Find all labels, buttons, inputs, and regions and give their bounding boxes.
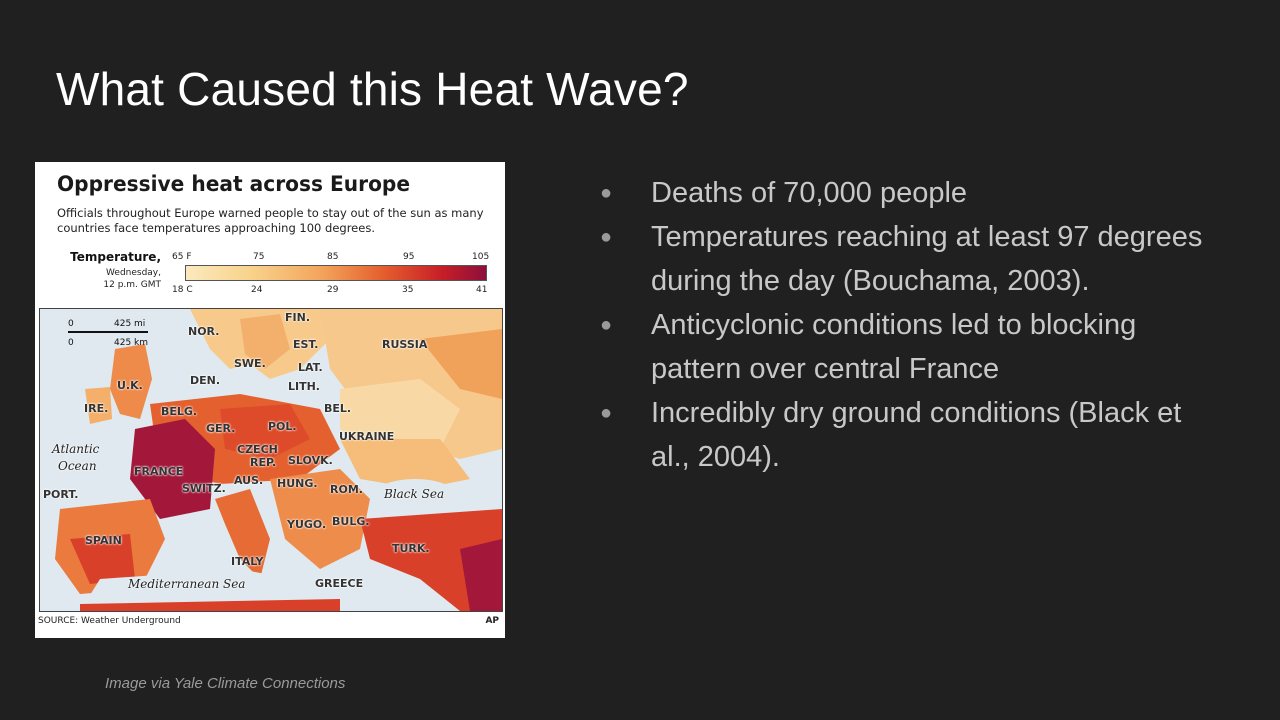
label-swe: SWE.: [234, 357, 266, 370]
label-hung: HUNG.: [277, 477, 318, 490]
temperature-color-scale: [185, 265, 487, 281]
scale-line: [68, 331, 148, 333]
label-ocean: Ocean: [58, 459, 97, 473]
label-france: FRANCE: [134, 465, 184, 478]
legend-c-4: 41: [476, 285, 488, 295]
label-mediterranean: Mediterranean Sea: [128, 577, 246, 591]
bullet-dot-icon: ●: [600, 226, 613, 248]
label-turk: TURK.: [392, 542, 430, 555]
legend-f-2: 85: [327, 252, 339, 262]
map-agency: AP: [485, 616, 499, 626]
legend-label: Temperature,: [70, 250, 161, 264]
map-graphic: [40, 309, 502, 611]
legend-f-0: 65 F: [172, 252, 192, 262]
label-den: DEN.: [190, 374, 221, 387]
scale-zero-mi: 0: [68, 319, 74, 329]
label-italy: ITALY: [231, 555, 264, 568]
label-uk: U.K.: [117, 379, 143, 392]
label-nor: NOR.: [188, 325, 220, 338]
legend-c-0: 18 C: [172, 285, 193, 295]
label-slovk: SLOVK.: [288, 454, 333, 467]
label-greece: GREECE: [315, 577, 364, 590]
label-ukraine: UKRAINE: [339, 430, 395, 443]
scale-zero-km: 0: [68, 338, 74, 348]
label-bulg: BULG.: [332, 515, 370, 528]
label-pol: POL.: [268, 420, 297, 433]
label-bel: BEL.: [324, 402, 352, 415]
label-aus: AUS.: [234, 474, 264, 487]
label-port: PORT.: [43, 488, 79, 501]
label-lat: LAT.: [298, 361, 323, 374]
image-caption: Image via Yale Climate Connections: [105, 675, 346, 692]
label-russia: RUSSIA: [382, 338, 428, 351]
legend-day: Wednesday,: [106, 268, 161, 278]
label-lith: LITH.: [288, 380, 320, 393]
map-description: Officials throughout Europe warned peopl…: [57, 206, 484, 235]
legend-c-1: 24: [251, 285, 263, 295]
bullet-dot-icon: ●: [600, 402, 613, 424]
label-yugo: YUGO.: [287, 518, 327, 531]
label-fin: FIN.: [285, 311, 310, 324]
label-belg: BELG.: [161, 405, 198, 418]
legend-f-4: 105: [472, 252, 490, 262]
label-est: EST.: [293, 338, 319, 351]
bullet-list: ● Deaths of 70,000 people ● Temperatures r…: [600, 171, 1220, 479]
label-black-sea: Black Sea: [384, 487, 445, 501]
legend-c-3: 35: [402, 285, 414, 295]
label-spain: SPAIN: [85, 534, 122, 547]
legend-f-3: 95: [403, 252, 415, 262]
legend-f-1: 75: [253, 252, 265, 262]
bullet-dot-icon: ●: [600, 314, 613, 336]
map-source: SOURCE: Weather Underground: [38, 616, 181, 626]
bullet-item: ● Temperatures reaching at least 97 degre…: [600, 215, 1220, 303]
scale-km: 425 km: [114, 338, 149, 348]
label-ire: IRE.: [84, 402, 109, 415]
europe-map: 0 425 mi 0 425 km FIN. NOR. EST. RUSSIA …: [39, 308, 503, 612]
bullet-item: ● Anticyclonic conditions led to blocking…: [600, 303, 1220, 391]
bullet-item: ● Incredibly dry ground conditions (Black…: [600, 391, 1220, 479]
map-title: Oppressive heat across Europe: [57, 172, 411, 196]
bullet-dot-icon: ●: [600, 182, 613, 204]
label-switz: SWITZ.: [182, 482, 226, 495]
bullet-item: ● Deaths of 70,000 people: [600, 171, 1220, 215]
europe-heat-map-image: Oppressive heat across Europe Officials …: [35, 162, 505, 638]
label-atlantic: Atlantic: [52, 442, 100, 456]
label-rom: ROM.: [330, 483, 363, 496]
label-czech: CZECH: [237, 443, 278, 456]
scale-mi: 425 mi: [114, 319, 146, 329]
slide-title: What Caused this Heat Wave?: [56, 63, 689, 115]
legend-time: 12 p.m. GMT: [103, 280, 161, 290]
label-ger: GER.: [206, 422, 236, 435]
label-rep: REP.: [250, 456, 277, 469]
legend-c-2: 29: [327, 285, 339, 295]
